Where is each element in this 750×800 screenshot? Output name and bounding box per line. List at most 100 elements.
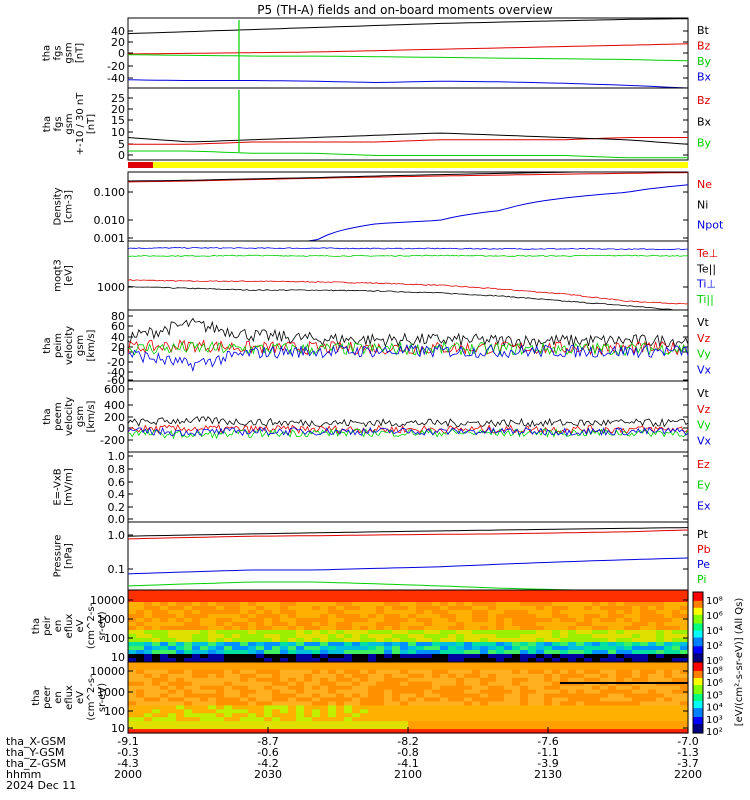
heatmap-cell [320, 590, 329, 595]
heatmap-cell [368, 654, 377, 659]
heatmap-cell [280, 634, 289, 639]
heatmap-cell [448, 709, 457, 714]
heatmap-cell [632, 669, 641, 675]
heatmap-cell [168, 610, 177, 615]
heatmap-cell [608, 634, 617, 639]
heatmap-cell [552, 689, 561, 695]
heatmap-cell [192, 598, 201, 603]
heatmap-cell [312, 634, 321, 639]
heatmap-cell [608, 646, 617, 651]
heatmap-cell [336, 701, 345, 706]
heatmap-cell [352, 681, 361, 687]
heatmap-cell [304, 697, 313, 702]
y-axis-label: peem [53, 402, 64, 430]
heatmap-cell [432, 721, 441, 726]
heatmap-cell [168, 594, 177, 599]
heatmap-cell [568, 673, 577, 679]
heatmap-cell [144, 673, 153, 679]
heatmap-cell [544, 610, 553, 615]
heatmap-cell [288, 594, 297, 599]
heatmap-cell [256, 614, 265, 619]
heatmap-cell [464, 606, 473, 611]
heatmap-cell [368, 618, 377, 623]
heatmap-cell [600, 650, 609, 655]
heatmap-cell [160, 713, 169, 718]
heatmap-cell [328, 602, 337, 607]
heatmap-cell [536, 590, 545, 595]
heatmap-cell [248, 721, 257, 726]
heatmap-cell [288, 693, 297, 699]
heatmap-cell [400, 729, 409, 734]
heatmap-cell [528, 729, 537, 734]
heatmap-cell [256, 717, 265, 722]
heatmap-cell [344, 729, 353, 734]
heatmap-cell [592, 713, 601, 718]
heatmap-cell [560, 701, 569, 706]
heatmap-cell [432, 626, 441, 631]
heatmap-cell [528, 622, 537, 627]
heatmap-cell [584, 634, 593, 639]
heatmap-cell [464, 590, 473, 595]
heatmap-cell [664, 709, 673, 714]
x-tick-label-y: -0.8 [397, 746, 418, 759]
heatmap-cell [136, 725, 145, 730]
heatmap-cell [184, 618, 193, 623]
heatmap-cell [552, 681, 561, 687]
heatmap-cell [176, 725, 185, 730]
heatmap-cell [368, 713, 377, 718]
y-tick-label: 0 [118, 149, 125, 162]
heatmap-cell [424, 697, 433, 702]
heatmap-cell [600, 618, 609, 623]
heatmap-cell [360, 673, 369, 679]
heatmap-cell [320, 717, 329, 722]
heatmap-cell [352, 638, 361, 643]
heatmap-cell [160, 729, 169, 734]
heatmap-cell [576, 709, 585, 714]
heatmap-cell [624, 729, 633, 734]
heatmap-cell [352, 673, 361, 679]
heatmap-cell [192, 646, 201, 651]
mode-bar [128, 162, 688, 168]
heatmap-cell [528, 697, 537, 702]
heatmap-cell [272, 630, 281, 635]
heatmap-cell [448, 693, 457, 699]
heatmap-cell [288, 705, 297, 710]
heatmap-cell [472, 650, 481, 655]
heatmap-cell [352, 594, 361, 599]
heatmap-cell [520, 598, 529, 603]
heatmap-cell [416, 713, 425, 718]
heatmap-cell [128, 646, 137, 651]
heatmap-cell [512, 590, 521, 595]
heatmap-cell [624, 717, 633, 722]
heatmap-cell [456, 642, 465, 647]
heatmap-cell [328, 689, 337, 695]
colorbar-swatch [693, 731, 703, 734]
heatmap-cell [144, 705, 153, 710]
heatmap-cell [224, 665, 233, 671]
heatmap-cell [592, 594, 601, 599]
heatmap-cell [496, 681, 505, 687]
heatmap-cell [224, 630, 233, 635]
heatmap-cell [136, 594, 145, 599]
heatmap-cell [632, 630, 641, 635]
heatmap-cell [344, 721, 353, 726]
heatmap-cell [488, 681, 497, 687]
heatmap-cell [320, 646, 329, 651]
heatmap-cell [368, 689, 377, 695]
heatmap-cell [144, 729, 153, 734]
heatmap-cell [152, 721, 161, 726]
heatmap-cell [232, 721, 241, 726]
heatmap-cell [136, 677, 145, 683]
heatmap-cell [376, 721, 385, 726]
heatmap-cell [248, 590, 257, 595]
heatmap-cell [256, 642, 265, 647]
heatmap-cell [472, 610, 481, 615]
heatmap-cell [376, 590, 385, 595]
heatmap-cell [576, 689, 585, 695]
heatmap-cell [616, 590, 625, 595]
heatmap-cell [520, 626, 529, 631]
heatmap-cell [176, 713, 185, 718]
heatmap-cell [224, 701, 233, 706]
heatmap-cell [464, 697, 473, 702]
heatmap-cell [472, 594, 481, 599]
